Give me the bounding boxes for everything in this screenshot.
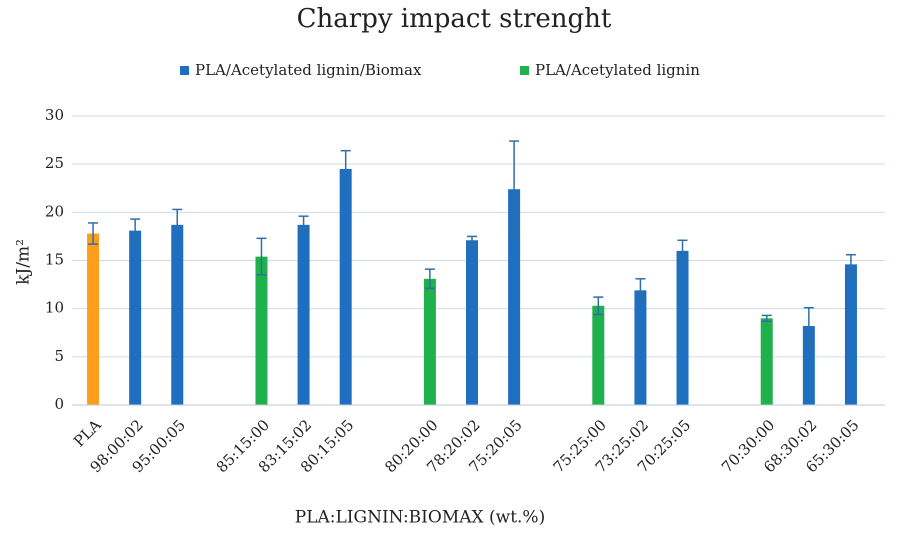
error-bar (467, 235, 477, 245)
bar (802, 326, 815, 405)
bar (297, 224, 310, 405)
error-bar (593, 296, 604, 316)
bar (87, 233, 100, 405)
error-bar (635, 278, 646, 303)
bar (339, 168, 352, 405)
error-bar (130, 218, 141, 243)
error-bar (845, 253, 856, 275)
y-axis-title: kJ/m² (14, 239, 34, 285)
bar (592, 305, 605, 405)
legend-label: PLA/Acetylated lignin/Biomax (195, 61, 422, 79)
error-bar (509, 140, 520, 239)
y-tick-label: 25 (45, 154, 64, 172)
bar (676, 250, 689, 405)
legend-swatch (520, 66, 529, 75)
bar (760, 318, 773, 405)
error-bar (298, 215, 309, 235)
bar (171, 224, 184, 405)
error-bar (677, 239, 688, 263)
bar (423, 278, 436, 405)
y-tick-label: 5 (54, 347, 64, 365)
chart-title: Charpy impact strenght (297, 4, 612, 34)
x-axis-title: PLA:LIGNIN:BIOMAX (wt.%) (295, 508, 545, 528)
bar (129, 230, 142, 405)
error-bar (424, 268, 435, 290)
y-tick-label: 20 (45, 202, 64, 220)
bar (466, 240, 478, 405)
y-tick-label: 30 (45, 106, 64, 124)
error-bar (803, 306, 814, 346)
error-bar (88, 222, 99, 245)
bar (634, 290, 647, 405)
error-bar (340, 149, 351, 189)
error-bar (172, 208, 183, 242)
error-bar (256, 237, 267, 276)
error-bar (761, 314, 772, 322)
y-tick-label: 10 (45, 299, 64, 317)
y-tick-label: 0 (54, 395, 64, 413)
bar (844, 264, 857, 405)
legend-label: PLA/Acetylated lignin (535, 61, 700, 79)
legend-swatch (180, 66, 189, 75)
bar (508, 189, 521, 405)
bar (255, 256, 268, 405)
y-tick-label: 15 (45, 251, 64, 269)
